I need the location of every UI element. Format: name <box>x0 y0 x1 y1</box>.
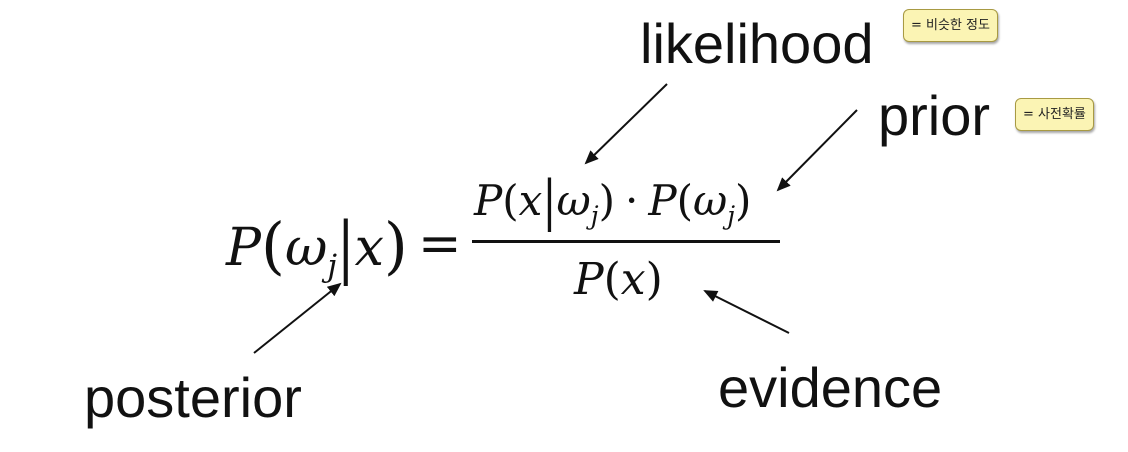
num-x: x <box>518 176 543 225</box>
den-x: x <box>620 254 646 305</box>
num-subscript-j-1: j <box>590 200 599 230</box>
lhs-given-bar: | <box>337 209 355 287</box>
num-close-paren-2: ) <box>735 176 752 225</box>
posterior-arrow <box>253 282 342 354</box>
likelihood-label: likelihood <box>640 12 874 75</box>
den-p: P <box>574 254 604 305</box>
num-open-paren-2: ( <box>676 176 693 225</box>
equation-denominator: P(x) <box>574 258 663 302</box>
prior-note: = 사전확률 <box>1015 98 1094 131</box>
evidence-arrow <box>703 290 790 334</box>
equals-sign: = <box>418 214 462 274</box>
equation-numerator: P(x|ωj) · P(ωj) <box>474 173 751 228</box>
lhs-p: P <box>226 218 261 278</box>
den-close-paren: ) <box>645 254 663 305</box>
likelihood-arrow <box>584 83 668 165</box>
den-open-paren: ( <box>603 254 621 305</box>
lhs-omega: ω <box>284 218 328 278</box>
fraction-line <box>472 240 780 243</box>
num-open-paren-1: ( <box>502 176 519 225</box>
num-p1: P <box>474 176 503 225</box>
prior-label: prior <box>878 84 991 147</box>
lhs-open-paren: ( <box>261 211 285 283</box>
num-multiply-dot: · <box>624 176 639 225</box>
num-omega-1: ω <box>556 176 591 225</box>
prior-arrow <box>776 109 858 192</box>
num-given-bar: | <box>542 168 557 233</box>
equation-lhs: P(ωj|x) <box>226 214 408 282</box>
num-close-paren-1: ) <box>598 176 615 225</box>
num-omega-2: ω <box>692 176 728 225</box>
posterior-label: posterior <box>84 366 302 429</box>
lhs-close-paren: ) <box>383 211 408 283</box>
lhs-x: x <box>354 218 384 278</box>
evidence-label: evidence <box>718 356 943 419</box>
likelihood-note: = 비슷한 정도 <box>903 9 998 42</box>
num-p2: P <box>648 176 677 225</box>
num-subscript-j-2: j <box>727 200 736 230</box>
lhs-subscript-j: j <box>327 247 338 284</box>
